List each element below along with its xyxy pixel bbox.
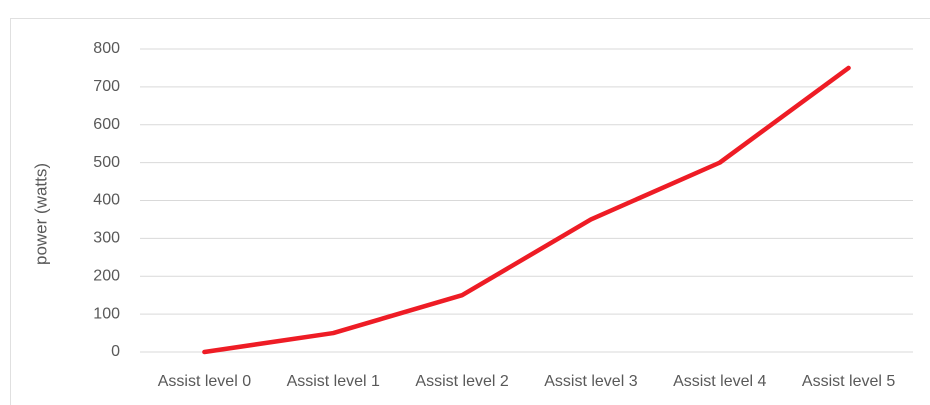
x-tick-label: Assist level 3 [544, 373, 637, 390]
y-tick-label: 700 [93, 78, 120, 95]
chart-border [10, 18, 930, 405]
y-tick-label: 600 [93, 116, 120, 133]
y-tick-label: 300 [93, 230, 120, 247]
y-axis-label: power (watts) [31, 163, 50, 265]
y-tick-label: 0 [111, 343, 120, 360]
y-tick-label: 100 [93, 305, 120, 322]
x-tick-label: Assist level 5 [802, 373, 895, 390]
y-tick-label: 500 [93, 154, 120, 171]
data-line [202, 65, 851, 355]
y-tick-label: 800 [93, 40, 120, 57]
x-tick-label: Assist level 1 [287, 373, 380, 390]
x-tick-label: Assist level 0 [158, 373, 251, 390]
y-tick-label: 400 [93, 192, 120, 209]
y-tick-label: 200 [93, 267, 120, 284]
x-tick-label: Assist level 4 [673, 373, 766, 390]
x-tick-label: Assist level 2 [415, 373, 508, 390]
